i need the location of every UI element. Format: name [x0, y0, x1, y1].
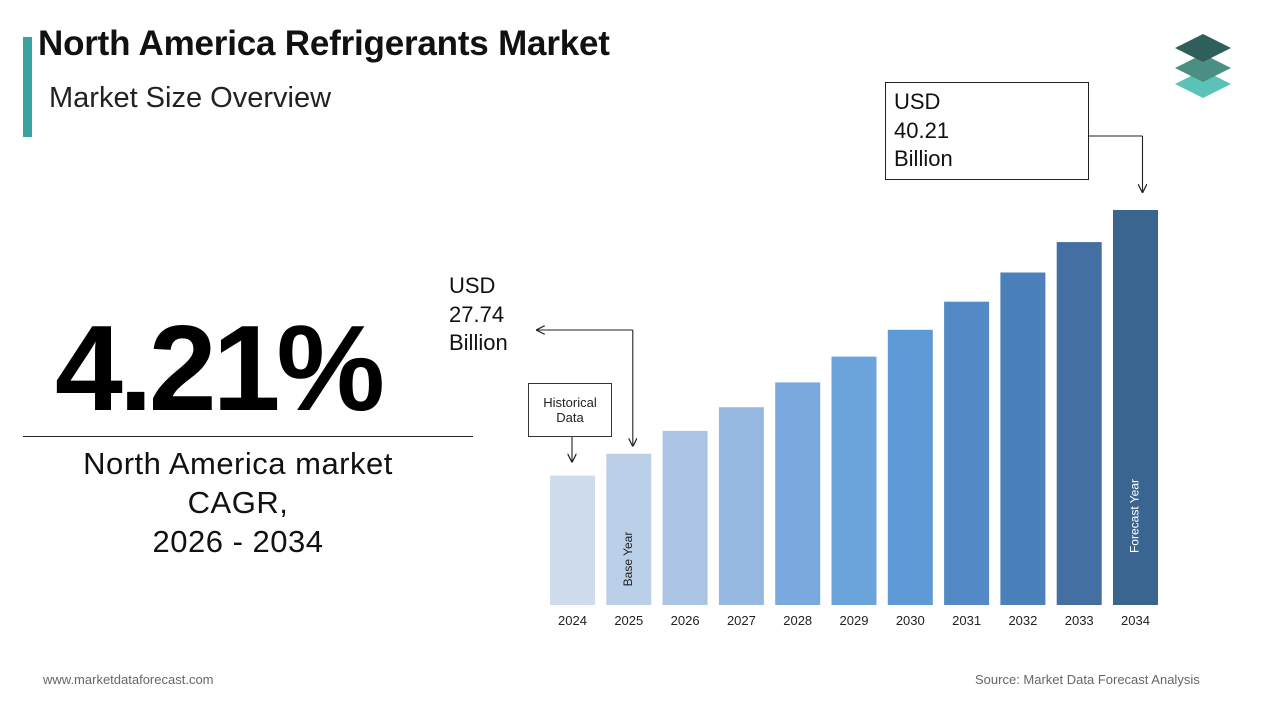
x-tick-label: 2034 [1121, 613, 1150, 628]
callout-line: USD [894, 89, 941, 114]
forecast-value-box [885, 82, 1089, 180]
cagr-label: North America market CAGR, 2026 - 2034 [23, 444, 453, 561]
source-note: Source: Market Data Forecast Analysis [975, 672, 1200, 687]
forecast-year-label: Forecast Year [1128, 479, 1142, 553]
callout-line: USD [449, 273, 496, 298]
x-tick-label: 2028 [783, 613, 812, 628]
historical-line: Historical [543, 395, 597, 410]
x-tick-labels: 2024 2025 2026 2027 2028 2029 2030 2031 2032 2033… [558, 613, 1150, 628]
cagr-label-line: CAGR, [187, 485, 289, 520]
forecast-value-callout: USD 40.21 Billion [894, 88, 953, 174]
bars-group [550, 210, 1158, 605]
callout-line: 40.21 [894, 117, 950, 143]
logo-middle-layer [1175, 54, 1231, 82]
base-year-label: Base Year [621, 532, 635, 587]
bar-vertical-labels: Base Year Forecast Year [621, 479, 1142, 586]
callout-line: Billion [449, 330, 508, 355]
logo-top-layer [1175, 34, 1231, 62]
cagr-label-line: North America market [83, 446, 393, 481]
bar-2024 [550, 475, 595, 605]
x-tick-label: 2026 [671, 613, 700, 628]
historical-data-box: Historical Data [528, 383, 612, 437]
cagr-label-line: 2026 - 2034 [152, 524, 324, 559]
x-tick-label: 2029 [840, 613, 869, 628]
bar-2029 [831, 356, 877, 605]
base-value-callout: USD 27.74 Billion [449, 272, 508, 358]
x-tick-label: 2025 [614, 613, 643, 628]
bar-2026 [662, 430, 708, 605]
x-tick-label: 2032 [1008, 613, 1037, 628]
cagr-value: 4.21% [55, 300, 385, 436]
bar-2031 [944, 301, 990, 605]
bar-2033 [1056, 242, 1102, 605]
historical-line: Data [556, 410, 584, 425]
callout-line: Billion [894, 146, 953, 171]
bar-2025 [606, 453, 652, 605]
divider [23, 436, 473, 437]
accent-bar [23, 37, 32, 137]
bar-2034 [1113, 210, 1158, 605]
bar-2028 [775, 382, 821, 605]
bar-2030 [887, 329, 933, 605]
bar-2027 [718, 407, 764, 605]
page-subtitle: Market Size Overview [49, 82, 332, 114]
x-tick-label: 2031 [952, 613, 981, 628]
x-tick-label: 2033 [1065, 613, 1094, 628]
x-tick-label: 2027 [727, 613, 756, 628]
callout-line: 27.74 [449, 301, 505, 327]
page-title: North America Refrigerants Market [38, 24, 610, 63]
x-tick-label: 2030 [896, 613, 925, 628]
brand-logo-icon [1175, 34, 1231, 98]
website-link[interactable]: www.marketdataforecast.com [43, 672, 214, 687]
bar-2032 [1000, 272, 1046, 605]
x-tick-label: 2024 [558, 613, 587, 628]
logo-bottom-layer [1175, 70, 1231, 98]
